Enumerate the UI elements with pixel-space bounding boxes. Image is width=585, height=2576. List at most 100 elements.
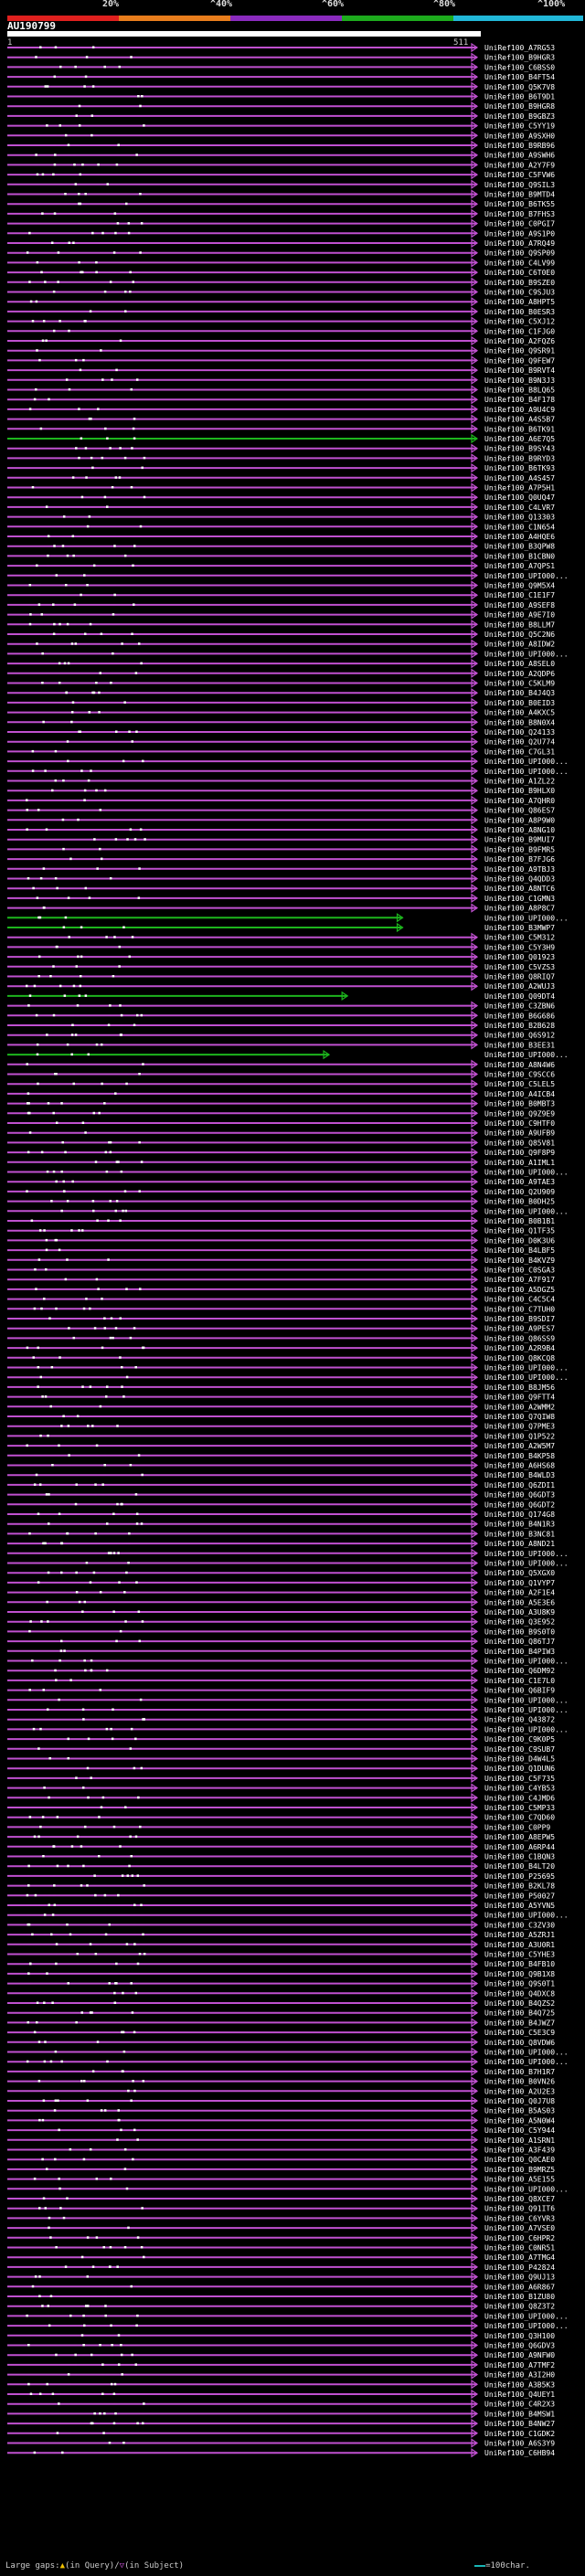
hit-label[interactable]: UniRef100_C4LVR7 [484, 504, 555, 512]
alignment-row[interactable]: UniRef100_UPI000... [7, 1656, 569, 1666]
hit-label[interactable]: UniRef100_A5E155 [484, 2176, 555, 2184]
hit-label[interactable]: UniRef100_Q91IT6 [484, 2205, 555, 2213]
hit-label[interactable]: UniRef100_Q9S0T1 [484, 1980, 555, 1988]
hit-label[interactable]: UniRef100_Q01923 [484, 953, 555, 961]
hit-label[interactable]: UniRef100_C6T0E0 [484, 269, 555, 277]
hit-label[interactable]: UniRef100_Q8RIQ7 [484, 973, 555, 981]
alignment-row[interactable]: UniRef100_Q6DM92 [7, 1666, 555, 1676]
hit-label[interactable]: UniRef100_D0K3U6 [484, 1236, 555, 1245]
hit-label[interactable]: UniRef100_Q9F8P9 [484, 1149, 555, 1157]
alignment-row[interactable]: UniRef100_P25695 [7, 1871, 555, 1882]
hit-label[interactable]: UniRef100_C0SGA3 [484, 1267, 555, 1275]
alignment-row[interactable]: UniRef100_UPI000... [7, 1558, 569, 1568]
hit-label[interactable]: UniRef100_UPI000... [484, 572, 569, 580]
hit-label[interactable]: UniRef100_A5DGZ5 [484, 1286, 555, 1294]
alignment-row[interactable]: UniRef100_Q2U774 [7, 737, 555, 747]
alignment-row[interactable]: UniRef100_C0PGI7 [7, 218, 555, 228]
alignment-row[interactable]: UniRef100_B9N3J3 [7, 375, 555, 385]
hit-label[interactable]: UniRef100_B6T9D1 [484, 93, 555, 101]
hit-label[interactable]: UniRef100_A7QPS1 [484, 562, 555, 570]
hit-label[interactable]: UniRef100_B1ZU80 [484, 2293, 555, 2301]
hit-label[interactable]: UniRef100_C3ZBN6 [484, 1002, 555, 1011]
alignment-row[interactable]: UniRef100_Q91IT6 [7, 2203, 555, 2213]
alignment-row[interactable]: UniRef100_B4N1R3 [7, 1519, 555, 1529]
alignment-row[interactable]: UniRef100_C5XJ12 [7, 316, 555, 326]
alignment-row[interactable]: UniRef100_A2R9B4 [7, 1342, 555, 1353]
hit-label[interactable]: UniRef100_C1N654 [484, 523, 555, 531]
hit-label[interactable]: UniRef100_B4KP58 [484, 1452, 555, 1460]
alignment-row[interactable]: UniRef100_Q8XCE7 [7, 2193, 555, 2204]
alignment-row[interactable]: UniRef100_A2Y7F9 [7, 160, 555, 170]
hit-label[interactable]: UniRef100_Q174G8 [484, 1511, 555, 1519]
hit-label[interactable]: UniRef100_P50027 [484, 1892, 555, 1900]
alignment-row[interactable]: UniRef100_A2WUJ3 [7, 981, 555, 991]
alignment-row[interactable]: UniRef100_UPI000... [7, 2047, 569, 2057]
hit-label[interactable]: UniRef100_B4NW27 [484, 2420, 555, 2428]
alignment-row[interactable]: UniRef100_C0PP9 [7, 1822, 550, 1832]
alignment-row[interactable]: UniRef100_B4Q725 [7, 2008, 555, 2018]
hit-label[interactable]: UniRef100_A2QDP6 [484, 670, 555, 678]
hit-label[interactable]: UniRef100_Q9FTT4 [484, 1394, 555, 1402]
alignment-row[interactable]: UniRef100_A7RG53 [7, 42, 555, 53]
hit-label[interactable]: UniRef100_B9S0T0 [484, 1627, 555, 1636]
hit-label[interactable]: UniRef100_B4FB10 [484, 1960, 555, 1968]
alignment-row[interactable]: UniRef100_A7F917 [7, 1275, 555, 1285]
hit-label[interactable]: UniRef100_B8LQ65 [484, 387, 555, 395]
hit-label[interactable]: UniRef100_A9PES7 [484, 1325, 555, 1333]
alignment-row[interactable]: UniRef100_UPI000... [7, 1206, 569, 1216]
hit-label[interactable]: UniRef100_A2Y7F9 [484, 161, 555, 169]
alignment-row[interactable]: UniRef100_C4R2X3 [7, 2399, 555, 2409]
alignment-row[interactable]: UniRef100_Q01923 [7, 951, 555, 962]
hit-label[interactable]: UniRef100_B4MSW1 [484, 2410, 555, 2418]
alignment-row[interactable]: UniRef100_A9TBJ3 [7, 864, 555, 874]
alignment-row[interactable]: UniRef100_B4QZS2 [7, 1998, 555, 2009]
hit-label[interactable]: UniRef100_A6HS68 [484, 1462, 555, 1470]
alignment-row[interactable]: UniRef100_B4LBF5 [7, 1245, 555, 1256]
alignment-row[interactable]: UniRef100_C4JMD6 [7, 1793, 555, 1803]
alignment-row[interactable]: UniRef100_Q9SIL3 [7, 179, 555, 189]
alignment-row[interactable]: UniRef100_B9FMR5 [7, 844, 555, 854]
alignment-row[interactable]: UniRef100_UPI000... [7, 1167, 569, 1177]
alignment-row[interactable]: UniRef100_A8N4W6 [7, 1059, 555, 1069]
alignment-row[interactable]: UniRef100_A3F439 [7, 2145, 555, 2155]
hit-label[interactable]: UniRef100_A3F439 [484, 2147, 555, 2155]
hit-label[interactable]: UniRef100_Q86ES7 [484, 807, 555, 815]
alignment-row[interactable]: UniRef100_C6YVR3 [7, 2213, 555, 2223]
alignment-row[interactable]: UniRef100_UPI000... [7, 756, 569, 767]
hit-label[interactable]: UniRef100_B6G686 [484, 1012, 555, 1020]
hit-label[interactable]: UniRef100_C6YVR3 [484, 2214, 555, 2222]
alignment-row[interactable]: UniRef100_A9SWH6 [7, 150, 555, 160]
alignment-row[interactable]: UniRef100_B5AS03 [7, 2105, 555, 2115]
hit-label[interactable]: UniRef100_C5XJ12 [484, 318, 555, 326]
alignment-row[interactable]: UniRef100_A7TMG4 [7, 2253, 555, 2263]
hit-label[interactable]: UniRef100_C4LV99 [484, 259, 555, 267]
alignment-row[interactable]: UniRef100_B3EE31 [7, 1040, 555, 1050]
hit-label[interactable]: UniRef100_Q9FEW7 [484, 356, 555, 365]
alignment-row[interactable]: UniRef100_A1SRN1 [7, 2135, 555, 2145]
alignment-row[interactable]: UniRef100_Q0J7U8 [7, 2095, 555, 2106]
hit-label[interactable]: UniRef100_B8LLM7 [484, 620, 555, 629]
hit-label[interactable]: UniRef100_C9SUB7 [484, 1745, 555, 1754]
hit-label[interactable]: UniRef100_Q8XCE7 [484, 2195, 555, 2203]
hit-label[interactable]: UniRef100_B9HGR8 [484, 102, 555, 111]
alignment-row[interactable]: UniRef100_B2B628 [7, 1020, 555, 1031]
hit-label[interactable]: UniRef100_P42824 [484, 2263, 555, 2272]
hit-label[interactable]: UniRef100_C5VZS3 [484, 963, 555, 971]
alignment-row[interactable]: UniRef100_B6G686 [7, 1011, 555, 1021]
alignment-row[interactable]: UniRef100_B9RYD3 [7, 453, 555, 463]
hit-label[interactable]: UniRef100_B0VN26 [484, 2078, 555, 2086]
alignment-row[interactable]: UniRef100_Q5C2N6 [7, 629, 555, 640]
hit-label[interactable]: UniRef100_UPI000... [484, 1364, 569, 1373]
hit-label[interactable]: UniRef100_C0PGI7 [484, 220, 555, 228]
hit-label[interactable]: UniRef100_A4S5B7 [484, 416, 555, 424]
hit-label[interactable]: UniRef100_A8ND21 [484, 1540, 555, 1548]
alignment-row[interactable]: UniRef100_B0DH25 [7, 1196, 555, 1206]
hit-label[interactable]: UniRef100_A7TMG4 [484, 2253, 555, 2262]
hit-label[interactable]: UniRef100_B4KVZ9 [484, 1256, 555, 1265]
alignment-row[interactable]: UniRef100_Q1VYP7 [7, 1577, 555, 1588]
alignment-row[interactable]: UniRef100_A7P5H1 [7, 482, 555, 493]
hit-label[interactable]: UniRef100_A2W5M7 [484, 1442, 555, 1450]
alignment-row[interactable]: UniRef100_Q86SS9 [7, 1333, 555, 1343]
alignment-row[interactable]: UniRef100_B4PIW3 [7, 1646, 555, 1656]
alignment-row[interactable]: UniRef100_Q9B1X8 [7, 1968, 555, 1979]
